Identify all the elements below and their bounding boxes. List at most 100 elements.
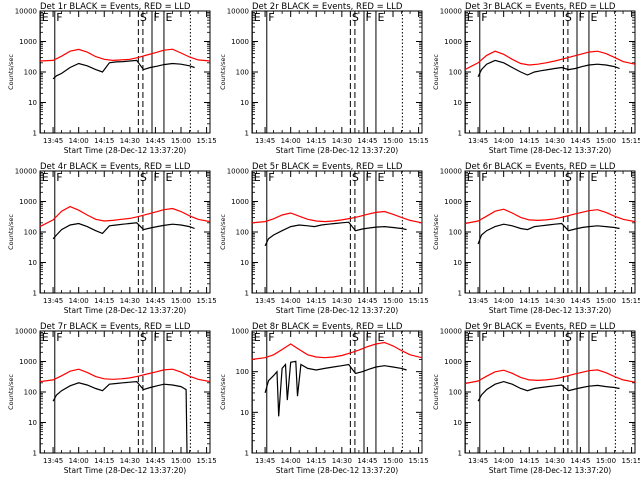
y-tick-label: 10 (28, 99, 37, 107)
x-axis-label: Start Time (28-Dec-12 13:37:20) (276, 306, 398, 315)
y-tick-label: 100 (236, 229, 249, 237)
y-tick-label: 1000 (19, 198, 37, 206)
y-tick-label: 100 (24, 229, 37, 237)
flag-label: S (140, 11, 147, 24)
y-tick-label: 10000 (227, 168, 249, 176)
y-axis-label: Counts/sec (7, 54, 15, 90)
x-tick-label: 14:00 (494, 457, 514, 465)
series-lld-line (465, 50, 635, 71)
series-events-line (264, 360, 407, 417)
chart-title: Det 2r BLACK = Events, RED = LLD (252, 2, 403, 12)
series-events-line (477, 222, 620, 245)
plot-frame (251, 10, 423, 134)
series-events-line (52, 59, 195, 80)
series-events-line (264, 221, 407, 247)
x-axis-label: Start Time (28-Dec-12 13:37:20) (276, 466, 398, 475)
x-tick-label: 14:30 (545, 137, 565, 145)
y-tick-label: 100 (449, 69, 462, 77)
chart-title: Det 5r BLACK = Events, RED = LLD (252, 162, 403, 172)
panel-1: Det 1r BLACK = Events, RED = LLD Counts/s… (7, 2, 217, 155)
y-tick-label: 1000 (19, 38, 37, 46)
x-tick-label: 14:45 (570, 137, 590, 145)
chart-title: Det 1r BLACK = Events, RED = LLD (40, 2, 191, 12)
x-tick-label: 14:15 (306, 457, 326, 465)
y-tick-label: 10000 (227, 8, 249, 16)
series-lld-line (252, 341, 422, 360)
series-events-line (52, 380, 188, 453)
y-tick-label: 100 (449, 229, 462, 237)
y-tick-label: 100 (24, 69, 37, 77)
x-tick-label: 14:45 (570, 297, 590, 305)
x-tick-label: 14:15 (519, 137, 539, 145)
y-tick-label: 10 (453, 419, 462, 427)
flag-label: E (42, 331, 49, 344)
flag-label: E (165, 11, 172, 24)
x-tick-label: 15:15 (408, 297, 428, 305)
x-tick-label: 15:15 (621, 137, 640, 145)
x-tick-label: 13:45 (255, 297, 275, 305)
y-axis-label: Counts/sec (7, 374, 15, 410)
x-tick-label: 15:15 (196, 137, 216, 145)
plot-frame (39, 170, 211, 294)
y-tick-label: 1 (33, 450, 37, 458)
y-axis-label: Counts/sec (432, 374, 440, 410)
x-tick-label: 15:00 (596, 457, 616, 465)
x-tick-label: 14:45 (145, 297, 165, 305)
flag-label: F (56, 331, 62, 344)
x-tick-label: 15:15 (621, 297, 640, 305)
x-tick-label: 14:00 (494, 297, 514, 305)
x-tick-label: 14:45 (145, 137, 165, 145)
flag-label: S (565, 171, 572, 184)
flag-label: E (467, 331, 474, 344)
flag-label: S (565, 331, 572, 344)
flag-label: S (140, 331, 147, 344)
plot-frame (251, 170, 423, 294)
x-tick-label: 15:15 (408, 137, 428, 145)
plot-frame (39, 10, 211, 134)
flag-label: F (268, 171, 274, 184)
flag-label: E (254, 331, 261, 344)
x-tick-label: 14:30 (332, 457, 352, 465)
series-lld-line (252, 210, 422, 224)
flag-label: F (579, 11, 585, 24)
x-tick-label: 13:45 (468, 457, 488, 465)
series-lld-line (40, 205, 210, 228)
series-lld-line (465, 208, 635, 225)
x-tick-label: 13:45 (43, 137, 63, 145)
y-tick-label: 1 (458, 450, 462, 458)
x-tick-label: 15:15 (621, 457, 640, 465)
y-tick-label: 10000 (440, 328, 462, 336)
series-events-line (477, 59, 620, 77)
x-tick-label: 15:00 (383, 137, 403, 145)
y-tick-label: 10000 (440, 168, 462, 176)
y-axis-label: Counts/sec (432, 214, 440, 250)
flag-label: E (467, 11, 474, 24)
flag-label: F (366, 171, 372, 184)
x-tick-label: 14:15 (94, 297, 114, 305)
chart-title: Det 4r BLACK = Events, RED = LLD (40, 162, 191, 172)
x-tick-label: 14:30 (545, 297, 565, 305)
x-axis-label: Start Time (28-Dec-12 13:37:20) (64, 466, 186, 475)
y-tick-label: 1 (245, 450, 249, 458)
x-tick-label: 15:00 (596, 137, 616, 145)
y-tick-label: 10 (240, 259, 249, 267)
flag-label: F (579, 331, 585, 344)
x-tick-label: 14:15 (306, 297, 326, 305)
plot-frame (39, 330, 211, 454)
x-tick-label: 14:45 (570, 457, 590, 465)
chart-title: Det 9r BLACK = Events, RED = LLD (465, 322, 616, 332)
y-tick-label: 1000 (444, 358, 462, 366)
panel-9: Det 9r BLACK = Events, RED = LLD Counts/s… (432, 322, 640, 475)
chart-title: Det 6r BLACK = Events, RED = LLD (465, 162, 616, 172)
series-lld-line (40, 368, 210, 383)
y-tick-label: 10 (240, 409, 249, 417)
flag-label: F (579, 171, 585, 184)
flag-label: E (590, 11, 597, 24)
y-tick-label: 10000 (15, 8, 37, 16)
y-tick-label: 1000 (19, 358, 37, 366)
flag-label: F (154, 331, 160, 344)
x-tick-label: 15:00 (171, 457, 191, 465)
series-lld-line (40, 48, 210, 62)
flag-label: S (140, 171, 147, 184)
